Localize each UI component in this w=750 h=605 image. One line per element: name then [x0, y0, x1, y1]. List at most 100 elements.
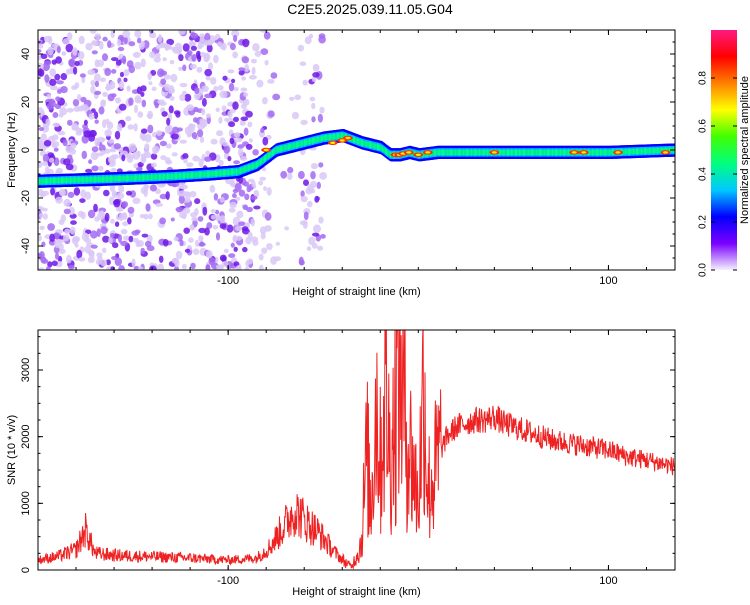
noise-speckle — [297, 44, 305, 52]
noise-speckle — [164, 157, 171, 164]
noise-speckle — [123, 36, 128, 45]
ridge-segment — [64, 177, 67, 183]
noise-speckle — [311, 102, 316, 110]
noise-speckle — [306, 200, 313, 208]
noise-speckle — [140, 128, 148, 134]
noise-speckle — [228, 121, 236, 128]
noise-speckle — [250, 58, 257, 64]
noise-speckle — [247, 121, 253, 128]
noise-speckle — [44, 74, 50, 83]
ridge-segment — [150, 174, 154, 180]
ridge-segment — [454, 149, 457, 156]
noise-speckle — [242, 98, 250, 106]
noise-speckle — [91, 108, 96, 113]
noise-speckle — [260, 127, 265, 134]
noise-speckle — [96, 228, 101, 238]
noise-speckle — [144, 133, 152, 143]
colorbar-label: Normalized spectral amplitude — [739, 76, 750, 224]
noise-speckle — [38, 55, 42, 61]
ridge-segment — [336, 133, 340, 139]
noise-speckle — [134, 229, 141, 234]
noise-speckle — [131, 258, 136, 267]
noise-speckle — [178, 66, 184, 71]
noise-speckle — [287, 166, 294, 174]
noise-speckle — [45, 266, 51, 270]
ridge-peak-core — [571, 151, 577, 154]
noise-speckle — [121, 154, 126, 162]
noise-speckle — [212, 225, 219, 230]
noise-speckle — [199, 39, 208, 45]
noise-speckle — [205, 264, 211, 270]
noise-speckle — [202, 206, 208, 216]
noise-speckle — [188, 123, 194, 129]
noise-speckle — [241, 56, 250, 64]
noise-speckle — [210, 214, 217, 220]
noise-speckle — [93, 90, 102, 95]
y-tick-label: 0 — [20, 567, 32, 573]
noise-speckle — [63, 234, 70, 242]
ridge-segment — [373, 143, 376, 149]
noise-speckle — [229, 137, 235, 145]
noise-speckle — [237, 148, 244, 157]
noise-speckle — [179, 139, 187, 144]
noise-speckle — [39, 251, 45, 260]
noise-speckle — [146, 113, 153, 119]
noise-speckle — [149, 184, 157, 192]
ridge-peak-core — [345, 136, 351, 140]
noise-speckle — [60, 86, 68, 94]
noise-speckle — [262, 97, 268, 105]
noise-speckle — [215, 107, 220, 113]
noise-speckle — [94, 59, 100, 68]
noise-speckle — [80, 96, 87, 103]
noise-speckle — [178, 190, 187, 197]
noise-speckle — [289, 96, 295, 101]
noise-speckle — [197, 123, 205, 130]
noise-speckle — [73, 106, 81, 112]
noise-speckle — [132, 197, 141, 204]
noise-speckle — [175, 250, 183, 260]
noise-speckle — [38, 127, 45, 131]
y-tick-label: -40 — [20, 238, 32, 254]
noise-speckle — [54, 239, 61, 249]
noise-speckle — [123, 235, 130, 241]
noise-speckle — [217, 264, 224, 270]
noise-speckle — [117, 123, 123, 132]
noise-speckle — [115, 59, 122, 66]
noise-speckle — [165, 143, 172, 149]
noise-speckle — [38, 107, 44, 116]
ridge-peak-core — [415, 153, 421, 156]
noise-speckle — [38, 43, 44, 49]
noise-speckle — [197, 129, 204, 138]
noise-speckle — [190, 45, 197, 51]
noise-speckle — [243, 127, 249, 136]
ridge-segment — [80, 177, 83, 183]
noise-speckle — [227, 69, 235, 74]
noise-speckle — [187, 125, 195, 133]
noise-speckle — [226, 224, 234, 233]
noise-speckle — [51, 43, 60, 48]
noise-speckle — [242, 38, 250, 48]
noise-speckle — [318, 33, 326, 39]
noise-speckle — [121, 201, 129, 208]
noise-speckle — [170, 73, 178, 83]
noise-speckle — [241, 226, 249, 232]
noise-speckle — [264, 60, 269, 66]
ridge-segment — [100, 176, 104, 182]
noise-speckle — [98, 106, 105, 115]
ridge-segment — [72, 177, 75, 183]
noise-speckle — [140, 58, 146, 68]
noise-speckle — [128, 41, 136, 47]
noise-speckle — [101, 247, 107, 254]
noise-speckle — [159, 70, 168, 76]
ridge-segment — [211, 171, 214, 177]
noise-speckle — [222, 75, 228, 81]
noise-speckle — [210, 138, 218, 145]
noise-speckle — [303, 211, 309, 221]
noise-speckle — [51, 59, 57, 65]
noise-speckle — [318, 162, 324, 168]
noise-speckle — [198, 227, 207, 234]
noise-speckle — [78, 35, 85, 45]
noise-speckle — [151, 162, 157, 168]
noise-speckle — [228, 253, 236, 258]
noise-speckle — [155, 52, 161, 58]
